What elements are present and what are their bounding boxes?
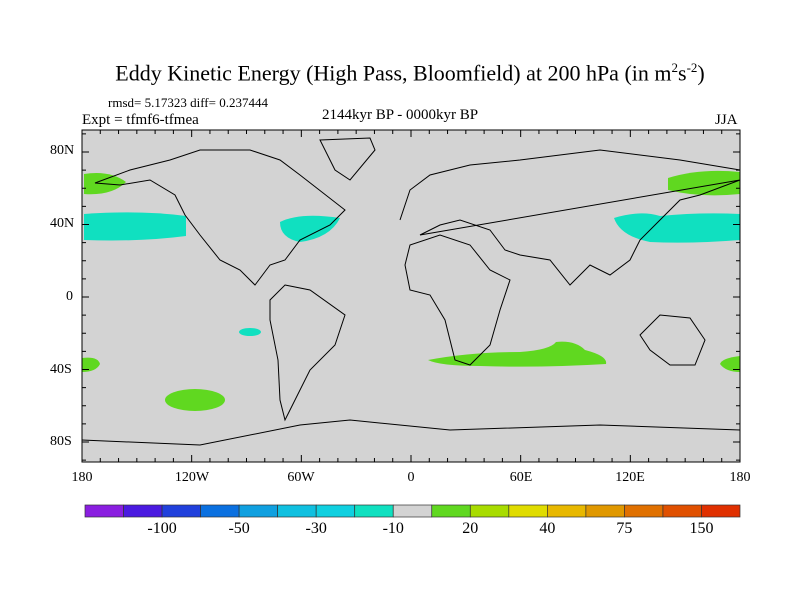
colorbar-box xyxy=(547,504,587,518)
colorbar-box xyxy=(84,504,124,518)
colorbar-box xyxy=(469,504,510,518)
colorbar-box xyxy=(624,504,664,518)
colorbar-box xyxy=(315,504,356,518)
colorbar-box xyxy=(123,504,163,518)
colorbar-label: -10 xyxy=(382,520,404,537)
lat-label: 80S xyxy=(50,434,72,449)
lat-label: 40S xyxy=(50,362,72,377)
colorbar-label: 40 xyxy=(539,520,556,537)
colorbar-box xyxy=(701,504,741,518)
colorbar-label: 20 xyxy=(462,520,479,537)
colorbar-box xyxy=(508,504,548,518)
colorbar-label: -30 xyxy=(305,520,327,537)
colorbar-label: -100 xyxy=(147,520,177,537)
lat-label: 40N xyxy=(50,216,75,231)
colorbar xyxy=(84,504,741,518)
map-ticks xyxy=(81,130,741,462)
map-background xyxy=(82,130,740,462)
colorbar-box xyxy=(277,504,317,518)
colorbar-label: 150 xyxy=(689,520,714,537)
colorbar-box xyxy=(354,504,394,518)
colorbar-box xyxy=(662,504,702,518)
colorbar-label: 75 xyxy=(616,520,633,537)
plot-title: Eddy Kinetic Energy (High Pass, Bloomfie… xyxy=(115,60,705,86)
lon-label: 60W xyxy=(287,470,315,485)
lat-label: 80N xyxy=(50,143,75,158)
anomaly-cyan xyxy=(84,212,740,336)
stats-text: rmsd= 5.17323 diff= 0.237444 xyxy=(108,95,268,110)
colorbar-box xyxy=(200,504,240,518)
lon-label: 120W xyxy=(174,470,210,485)
colorbar-box xyxy=(392,504,433,518)
lat-label: 0 xyxy=(66,289,73,304)
coastlines xyxy=(81,137,741,446)
experiment-label: Expt = tfmf6-tfmea xyxy=(82,112,199,128)
lon-label: 60E xyxy=(509,470,533,485)
period-label: 2144kyr BP - 0000kyr BP xyxy=(322,107,479,123)
colorbar-label: -50 xyxy=(228,520,250,537)
season-label: JJA xyxy=(715,112,738,128)
colorbar-box xyxy=(161,504,201,518)
colorbar-box xyxy=(431,504,471,518)
lon-label: 0 xyxy=(407,470,415,485)
colorbar-box xyxy=(585,504,625,518)
lon-label: 120E xyxy=(615,470,645,485)
lon-label: 180 xyxy=(729,470,751,485)
lon-label: 180 xyxy=(71,470,93,485)
colorbar-box xyxy=(238,504,278,518)
